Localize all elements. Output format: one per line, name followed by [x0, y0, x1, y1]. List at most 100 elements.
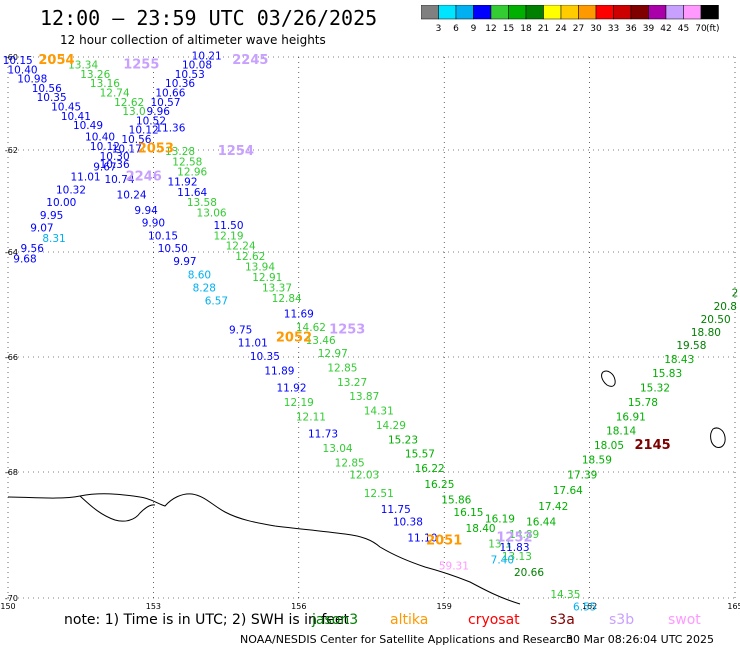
wave-height-value: 10.49 — [73, 120, 103, 132]
wave-height-value: 10.41 — [61, 111, 91, 123]
wave-height-value: 20.50 — [701, 314, 731, 326]
wave-height-value: 10.74 — [104, 174, 134, 186]
wave-height-value: 9.90 — [142, 218, 165, 230]
wave-height-value: 2 — [732, 288, 739, 300]
wave-height-value: 14.89 — [509, 529, 539, 541]
longitude-labels: 150 153 156 159 162 165 — [0, 602, 740, 611]
wave-height-value: 10.00 — [46, 197, 76, 209]
wave-height-value: 13.87 — [349, 391, 379, 403]
lon-tick-label: 159 — [437, 602, 452, 611]
wave-height-value: 16.15 — [453, 507, 483, 519]
wave-height-value: 12.85 — [335, 457, 365, 469]
wave-height-value: 10.53 — [175, 69, 205, 81]
lat-tick-label: -68 — [5, 468, 18, 477]
pass-time-label: 2054 — [38, 53, 74, 68]
wave-height-value: 16.19 — [485, 513, 515, 525]
wave-height-labels: 10.1510.4010.9810.5610.3510.4510.4110.49… — [3, 50, 739, 612]
legend-label: 30 — [590, 24, 602, 33]
wave-height-value: 10.50 — [158, 243, 188, 255]
coastline — [7, 370, 726, 605]
wave-height-value: 12.51 — [364, 488, 394, 500]
legend-label: 9 — [471, 24, 477, 33]
wave-height-value: 12.62 — [114, 97, 144, 109]
wave-height-value: 18.14 — [606, 426, 636, 438]
wave-height-value: 11.50 — [213, 220, 243, 232]
lon-tick-label: 162 — [582, 602, 597, 611]
wave-height-value: 17.64 — [553, 485, 583, 497]
lon-tick-label: 165 — [727, 602, 740, 611]
lat-lon-grid — [7, 56, 736, 599]
credit-line: NOAA/NESDIS Center for Satellite Applica… — [240, 633, 574, 646]
wave-height-value: 15.83 — [652, 368, 682, 380]
wave-height-value: 12.74 — [100, 88, 130, 100]
wave-height-value: 10.56 — [121, 134, 151, 146]
wave-height-value: 7.40 — [491, 554, 514, 566]
lon-tick-label: 156 — [291, 602, 306, 611]
wave-height-value: 10.17 — [112, 144, 142, 156]
wave-height-value: 13.13 — [502, 551, 532, 563]
wave-height-value: 10.12 — [129, 125, 159, 137]
wave-height-value: 13.04 — [323, 443, 353, 455]
lat-tick-label: -64 — [5, 248, 18, 257]
pass-time-label: 2245 — [232, 53, 268, 68]
wave-height-value: 6.57 — [205, 296, 228, 308]
wave-height-value: 10.32 — [56, 184, 86, 196]
legend-label: 42 — [660, 24, 671, 33]
wave-height-value: 18.59 — [582, 454, 612, 466]
satellite-label-s3b: s3b — [609, 612, 635, 628]
wave-height-value: 8.28 — [193, 282, 216, 294]
legend-label: 24 — [555, 24, 567, 33]
generated-timestamp: 30 Mar 08:26:04 UTC 2025 — [566, 633, 714, 646]
pass-time-label: 2052 — [276, 330, 312, 345]
legend-label: 12 — [485, 24, 496, 33]
wave-height-value: 11.73 — [308, 429, 338, 441]
wave-height-value: 10.57 — [150, 97, 180, 109]
wave-height-value: 15.32 — [640, 383, 670, 395]
wave-height-value: 10.40 — [85, 132, 115, 144]
wave-height-value: 12.85 — [327, 362, 357, 374]
wave-height-value: 11.64 — [177, 187, 207, 199]
wave-height-value: 11.92 — [167, 177, 197, 189]
wave-height-value: 11.92 — [276, 383, 306, 395]
wave-height-value: 10.15 — [3, 55, 33, 67]
satellite-label-jason3: jason3 — [312, 612, 359, 628]
legend-unit: (ft) — [706, 24, 720, 33]
color-legend: 3 6 9 12 15 18 21 24 27 30 33 36 39 42 45 70 (ft) — [421, 5, 720, 33]
lat-tick-label: -70 — [5, 594, 18, 603]
wave-height-value: 8.31 — [42, 233, 65, 245]
wave-height-value: 20.66 — [514, 567, 544, 579]
legend-swatch — [700, 5, 719, 20]
wave-height-value: 18.40 — [466, 523, 496, 535]
antarctic-coast — [7, 493, 521, 605]
wave-height-value: 9.67 — [93, 161, 116, 173]
wave-height-value: 15.86 — [441, 495, 471, 507]
wave-height-value: 11.75 — [381, 504, 411, 516]
pass-time-label: 1252 — [496, 530, 532, 545]
legend-label: 6 — [453, 24, 459, 33]
wave-height-value: 18.43 — [664, 354, 694, 366]
wave-height-value: 10.40 — [8, 64, 38, 76]
satellite-label-swot: swot — [668, 612, 701, 628]
coast-inlet — [79, 495, 156, 522]
wave-height-map: -60 -62 -64 -66 -68 -70 150 153 156 159 162 165 10… — [0, 50, 740, 612]
wave-height-value: 59.31 — [439, 561, 469, 573]
legend-label: 27 — [573, 24, 584, 33]
satellite-label-s3a: s3a — [550, 612, 575, 628]
wave-height-value: 10.24 — [117, 189, 147, 201]
lon-tick-label: 150 — [0, 602, 15, 611]
wave-height-value: 9.95 — [40, 210, 63, 222]
wave-height-value: 11.36 — [155, 122, 185, 134]
map-title: 12:00 – 23:59 UTC 03/26/2025 — [40, 6, 378, 30]
wave-height-value: 11.89 — [264, 365, 294, 377]
pass-time-label: 2246 — [126, 170, 162, 185]
wave-height-value: 12.58 — [172, 156, 202, 168]
wave-height-value: 20.8 — [714, 301, 737, 313]
lon-tick-label: 153 — [146, 602, 161, 611]
wave-height-value: 16.91 — [616, 411, 646, 423]
lat-tick-label: -62 — [5, 146, 18, 155]
wave-height-value: 10.52 — [136, 115, 166, 127]
wave-height-value: 13.58 — [187, 197, 217, 209]
wave-height-value: 12.84 — [272, 293, 302, 305]
wave-height-value: 15.23 — [388, 434, 418, 446]
wave-height-value: 10.45 — [51, 101, 81, 113]
